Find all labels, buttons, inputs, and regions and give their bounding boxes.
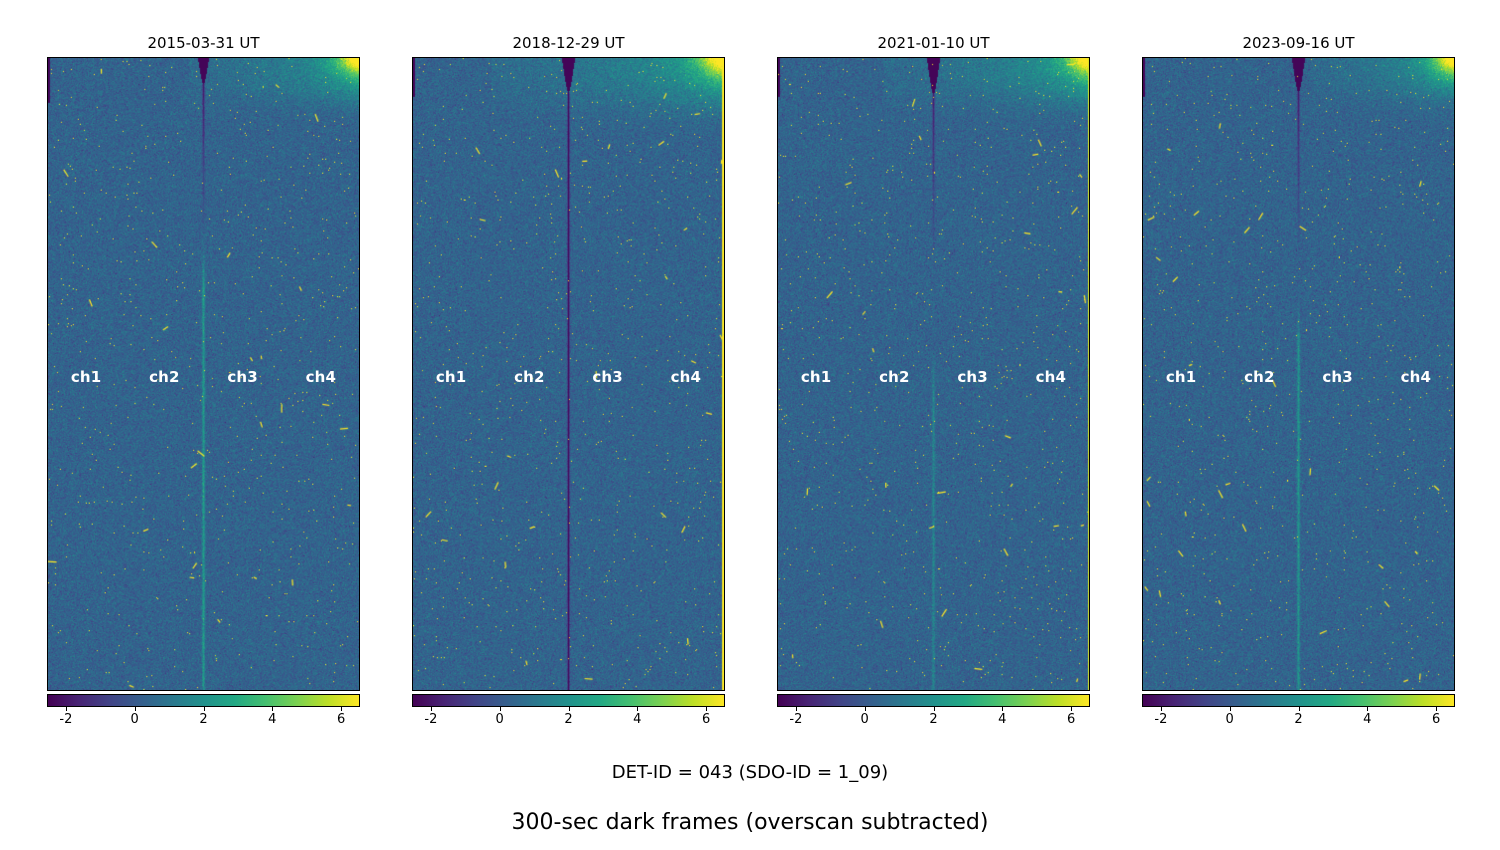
colorbar-tick (430, 707, 432, 711)
channel-label: ch4 (1035, 368, 1067, 387)
dark-frame-image-wrap: ch1 ch2 ch3 ch4 (1142, 57, 1455, 691)
colorbar-ticks: -2 0 2 4 6 (412, 707, 725, 731)
colorbar-tick (706, 707, 708, 711)
channel-label: ch3 (1322, 368, 1353, 387)
channel-label: ch2 (879, 368, 910, 387)
colorbar-tick-label: 4 (268, 712, 277, 727)
dark-frame-panel-1: 2015-03-31 UT ch1 ch2 ch3 ch4 -2 0 2 4 6 (47, 33, 360, 731)
colorbar-tick (864, 707, 866, 711)
channel-label: ch2 (514, 368, 545, 387)
colorbar-tick-label: 0 (495, 712, 504, 727)
panel-title: 2021-01-10 UT (877, 34, 990, 52)
channel-label: ch1 (435, 368, 467, 387)
detector-id-caption: DET-ID = 043 (SDO-ID = 1_09) (611, 762, 889, 783)
colorbar-tick (203, 707, 205, 711)
dark-frame-panel-3: 2021-01-10 UT ch1 ch2 ch3 ch4 -2 0 2 4 6 (777, 33, 1090, 731)
dark-frame-image (47, 57, 360, 691)
colorbar-tick (1298, 707, 1300, 711)
colorbar-tick-label: 2 (929, 712, 938, 727)
colorbar-tick-label: 2 (564, 712, 573, 727)
colorbar (777, 694, 1090, 707)
colorbar-tick (1160, 707, 1162, 711)
colorbar-tick-label: -2 (1154, 712, 1168, 727)
channel-label: ch1 (800, 368, 832, 387)
colorbar-tick (637, 707, 639, 711)
panel-title: 2015-03-31 UT (147, 34, 260, 52)
colorbar-tick (65, 707, 67, 711)
colorbar-tick (1071, 707, 1073, 711)
colorbar-tick (134, 707, 136, 711)
colorbar-tick (1436, 707, 1438, 711)
channel-label: ch1 (70, 368, 102, 387)
channel-label: ch3 (592, 368, 623, 387)
dark-frame-panel-2: 2018-12-29 UT ch1 ch2 ch3 ch4 -2 0 2 4 6 (412, 33, 725, 731)
channel-label: ch4 (1400, 368, 1432, 387)
colorbar-tick (341, 707, 343, 711)
colorbar-tick (933, 707, 935, 711)
channel-label: ch4 (670, 368, 702, 387)
dark-frame-image-wrap: ch1 ch2 ch3 ch4 (777, 57, 1090, 691)
colorbar-tick (499, 707, 501, 711)
colorbar-tick-label: 2 (199, 712, 208, 727)
colorbar-tick-label: 6 (336, 712, 346, 727)
channel-label: ch1 (1165, 368, 1197, 387)
figure-caption: 300-sec dark frames (overscan subtracted… (511, 810, 989, 835)
colorbar-tick-label: 6 (1431, 712, 1441, 727)
colorbar-tick-label: 0 (130, 712, 139, 727)
colorbar-ticks: -2 0 2 4 6 (47, 707, 360, 731)
colorbar-tick-label: 0 (860, 712, 869, 727)
dark-frame-image (412, 57, 725, 691)
colorbar-tick (568, 707, 570, 711)
channel-label: ch2 (1244, 368, 1275, 387)
colorbar-tick (1229, 707, 1231, 711)
dark-frame-image (1142, 57, 1455, 691)
dark-frame-panel-4: 2023-09-16 UT ch1 ch2 ch3 ch4 -2 0 2 4 6 (1142, 33, 1455, 731)
channel-label: ch2 (149, 368, 180, 387)
colorbar-tick (795, 707, 797, 711)
colorbar-tick (1002, 707, 1004, 711)
colorbar-tick-label: 6 (701, 712, 711, 727)
colorbar-tick-label: 0 (1225, 712, 1234, 727)
dark-frame-image-wrap: ch1 ch2 ch3 ch4 (412, 57, 725, 691)
panel-title: 2018-12-29 UT (512, 34, 625, 52)
dark-frame-image (777, 57, 1090, 691)
colorbar (412, 694, 725, 707)
colorbar (1142, 694, 1455, 707)
colorbar-tick (1367, 707, 1369, 711)
channel-label: ch3 (227, 368, 258, 387)
colorbar-tick-label: 4 (998, 712, 1007, 727)
colorbar (47, 694, 360, 707)
colorbar-ticks: -2 0 2 4 6 (777, 707, 1090, 731)
colorbar-tick-label: -2 (789, 712, 803, 727)
panel-title: 2023-09-16 UT (1242, 34, 1355, 52)
colorbar-tick-label: 4 (1363, 712, 1372, 727)
colorbar-tick-label: -2 (424, 712, 438, 727)
colorbar-tick-label: 4 (633, 712, 642, 727)
colorbar-tick-label: -2 (59, 712, 73, 727)
dark-frame-image-wrap: ch1 ch2 ch3 ch4 (47, 57, 360, 691)
channel-label: ch3 (957, 368, 988, 387)
channel-label: ch4 (305, 368, 337, 387)
colorbar-tick-label: 2 (1294, 712, 1303, 727)
colorbar-ticks: -2 0 2 4 6 (1142, 707, 1455, 731)
colorbar-tick-label: 6 (1066, 712, 1076, 727)
colorbar-tick (272, 707, 274, 711)
